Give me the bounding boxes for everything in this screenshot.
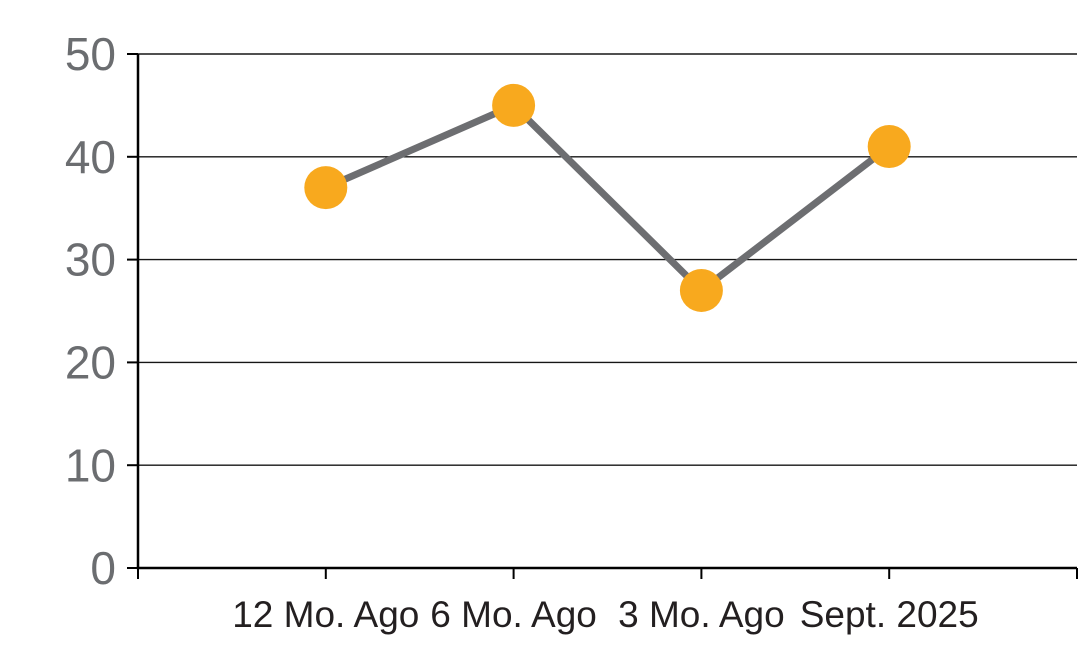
x-axis-category-label: 12 Mo. Ago [232,594,419,635]
y-axis-tick-label: 0 [90,542,116,594]
data-point-marker [304,166,348,210]
y-axis-tick-label: 10 [65,439,116,491]
y-axis-tick-label: 30 [65,234,116,286]
x-axis-category-label: Sept. 2025 [800,594,979,635]
y-axis-tick-label: 20 [65,337,116,389]
series-line [324,101,892,294]
x-axis-category-label: 3 Mo. Ago [618,594,785,635]
data-point-marker [492,83,536,127]
y-axis-tick-label: 40 [65,131,116,183]
x-axis-category-label: 6 Mo. Ago [430,594,597,635]
data-point-marker [679,268,723,312]
y-axis-tick-label: 50 [65,28,116,80]
data-point-marker [867,125,911,169]
